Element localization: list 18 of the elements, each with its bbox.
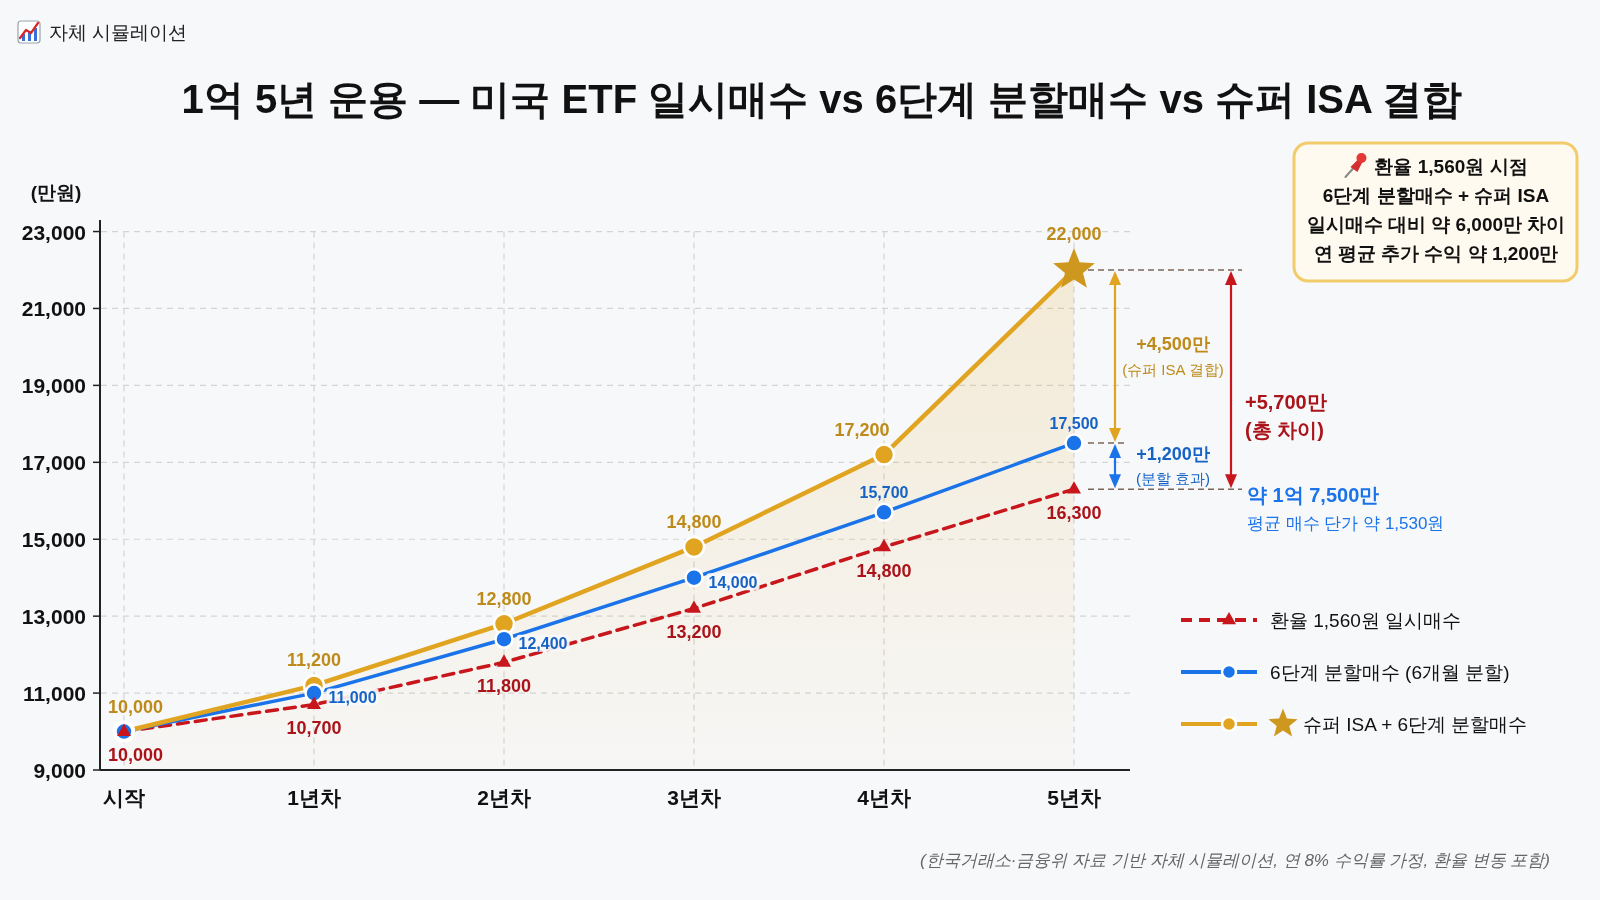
ytick: 9,000 — [33, 758, 86, 782]
ytick: 15,000 — [21, 527, 86, 551]
xtick: 3년차 — [667, 785, 721, 809]
ylabel: (만원) — [30, 181, 82, 203]
ytick: 13,000 — [21, 604, 86, 628]
subtitle: 자체 시뮬레이션 — [49, 21, 188, 43]
title: 1억 5년 운용 — 미국 ETF 일시매수 vs 6단계 분할매수 vs 슈퍼 ISA 결합 — [181, 77, 1463, 121]
footnote: (한국거래소·금융위 자료 기반 자체 시뮬레이션, 연 8% 수익률 가정, 환율 변동 포함) — [920, 850, 1550, 870]
xtick: 2년차 — [477, 785, 531, 809]
ytick: 11,000 — [22, 681, 86, 705]
xtick: 5년차 — [1047, 785, 1101, 809]
xtick: 4년차 — [857, 785, 911, 809]
xtick: 1년차 — [287, 785, 341, 809]
ytick: 17,000 — [21, 450, 86, 474]
ytick: 23,000 — [21, 220, 86, 244]
xtick: 시작 — [103, 785, 145, 809]
ytick: 19,000 — [21, 373, 86, 397]
ytick: 21,000 — [21, 296, 86, 320]
